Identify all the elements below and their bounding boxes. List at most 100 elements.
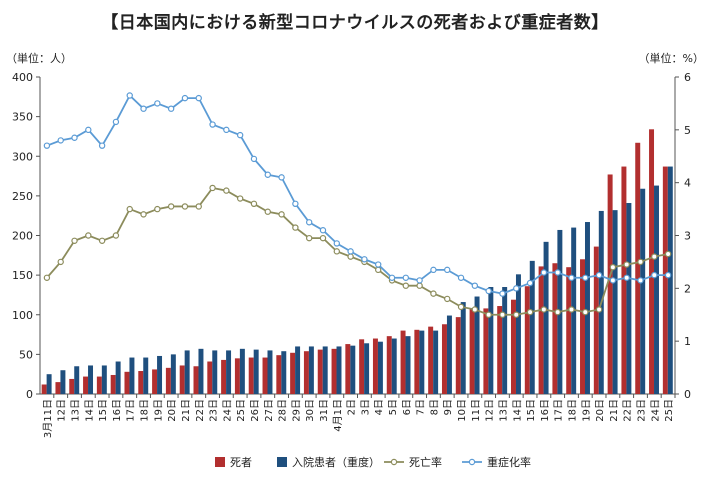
x-tick-label: 10日	[457, 399, 468, 422]
point-severity-rate	[333, 240, 340, 247]
x-tick-label: 14日	[512, 399, 523, 422]
x-tick-label: 14日	[84, 399, 95, 422]
x-tick-label: 19日	[153, 399, 164, 422]
bar-severe-patients	[226, 350, 232, 394]
x-tick-label: 21日	[181, 399, 192, 422]
point-mortality-rate	[582, 308, 589, 316]
y2-tick-label: 3	[684, 230, 691, 243]
point-mortality-rate	[195, 203, 202, 210]
bar-deaths	[276, 355, 282, 394]
point-severity-rate	[471, 282, 479, 289]
point-severity-rate	[582, 274, 589, 281]
bar-severe-patients	[212, 350, 218, 394]
point-severity-rate	[305, 219, 313, 226]
bar-deaths	[497, 306, 503, 394]
legend-label: 死亡率	[409, 455, 442, 469]
bar-severe-patients	[405, 336, 411, 394]
bar-severe-patients	[170, 354, 176, 394]
x-tick-label: 23日	[636, 399, 647, 422]
y-tick-label: 100	[12, 309, 33, 322]
bar-deaths	[483, 308, 489, 394]
bar-deaths	[428, 326, 434, 394]
line-mortality-rate	[46, 186, 669, 316]
point-mortality-rate	[430, 290, 437, 297]
x-tick-label: 13日	[71, 399, 82, 422]
point-mortality-rate	[499, 311, 506, 318]
bar-deaths	[138, 371, 144, 394]
x-tick-label: 25日	[236, 399, 247, 422]
y-tick-label: 200	[12, 230, 33, 243]
bar-deaths	[124, 371, 130, 394]
bar-severe-patients	[529, 260, 535, 394]
point-severity-rate	[223, 126, 230, 134]
point-mortality-rate	[568, 306, 575, 313]
point-severity-rate	[651, 271, 658, 279]
point-mortality-rate	[209, 184, 216, 192]
bar-severe-patients	[295, 346, 301, 394]
bar-severe-patients	[336, 346, 342, 394]
point-mortality-rate	[347, 253, 354, 260]
point-mortality-rate	[278, 211, 285, 218]
bar-deaths	[193, 366, 199, 394]
bar-severe-patients	[350, 345, 356, 394]
bar-deaths	[441, 324, 447, 394]
point-mortality-rate	[540, 306, 548, 313]
bar-severe-patients	[253, 349, 259, 394]
bar-deaths	[593, 246, 599, 394]
x-tick-label: 16日	[540, 399, 551, 422]
point-mortality-rate	[664, 250, 672, 258]
bar-deaths	[552, 263, 558, 394]
point-severity-rate	[98, 142, 106, 149]
bar-deaths	[524, 286, 530, 394]
bar-deaths	[41, 384, 47, 394]
x-tick-label: 20日	[167, 399, 178, 422]
point-severity-rate	[554, 269, 561, 276]
bar-deaths	[317, 349, 323, 394]
x-tick-label: 16日	[112, 399, 123, 422]
point-mortality-rate	[623, 261, 630, 268]
point-mortality-rate	[264, 208, 271, 215]
bar-severe-patients	[377, 341, 383, 394]
x-tick-label: 19日	[581, 399, 592, 422]
bar-deaths	[538, 266, 544, 394]
x-tick-label: 24日	[650, 399, 661, 422]
x-tick-label: 11日	[471, 399, 482, 422]
bar-deaths	[110, 374, 116, 394]
point-mortality-rate	[57, 258, 64, 266]
x-tick-label: 5日	[388, 399, 399, 415]
y2-tick-label: 1	[684, 335, 691, 348]
point-severity-rate	[540, 269, 548, 276]
y-tick-label: 0	[26, 388, 33, 401]
bar-severe-patients	[308, 346, 314, 394]
bar-severe-patients	[433, 330, 439, 394]
point-mortality-rate	[554, 308, 561, 316]
x-tick-label: 9日	[443, 399, 454, 415]
legend-label: 重症化率	[487, 455, 531, 469]
point-severity-rate	[568, 274, 575, 281]
point-severity-rate	[444, 266, 451, 274]
bar-severe-patients	[488, 287, 494, 394]
x-tick-label: 28日	[278, 399, 289, 422]
bar-deaths	[207, 361, 213, 394]
x-tick-label: 26日	[250, 399, 261, 422]
bar-deaths	[580, 259, 585, 394]
bar-severe-patients	[391, 338, 397, 394]
bar-severe-patients	[515, 274, 521, 394]
x-tick-label: 4日	[374, 399, 385, 415]
x-tick-label: 12日	[57, 399, 68, 422]
point-mortality-rate	[71, 237, 78, 244]
x-tick-label: 13日	[498, 399, 509, 422]
point-mortality-rate	[154, 205, 161, 213]
bar-severe-patients	[419, 330, 425, 394]
point-severity-rate	[513, 285, 520, 292]
x-tick-label: 17日	[554, 399, 565, 422]
bar-deaths	[414, 329, 420, 394]
bar-severe-patients	[101, 365, 107, 394]
x-tick-label: 21日	[609, 399, 620, 422]
bar-severe-patients	[281, 351, 287, 394]
bar-deaths	[248, 357, 254, 394]
bar-deaths	[96, 376, 102, 394]
point-severity-rate	[236, 131, 244, 139]
point-severity-rate	[57, 137, 64, 144]
